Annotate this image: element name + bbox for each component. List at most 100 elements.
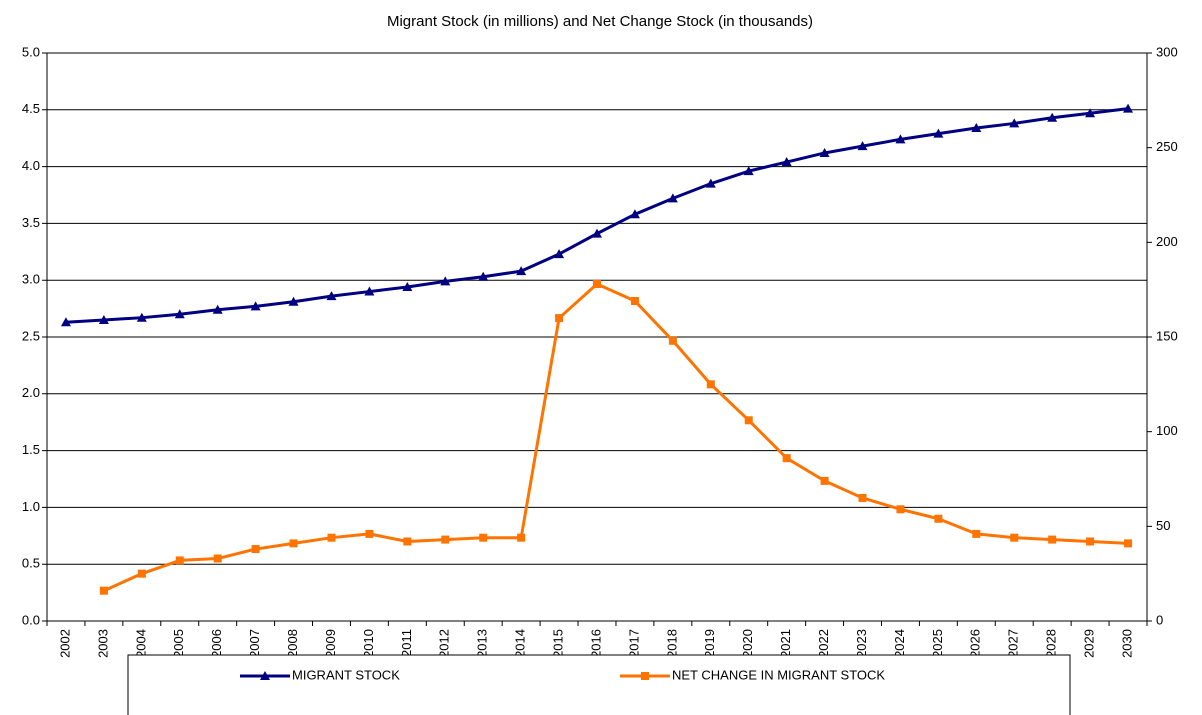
x-tick-label: 2015 <box>551 629 566 658</box>
x-tick-label: 2005 <box>171 629 186 658</box>
marker <box>781 157 792 167</box>
marker <box>517 533 526 542</box>
marker <box>706 380 715 389</box>
marker <box>99 586 108 595</box>
marker <box>820 476 829 485</box>
marker <box>326 291 337 301</box>
x-tick-label: 2021 <box>778 629 793 658</box>
x-tick-label: 2023 <box>854 629 869 658</box>
y-tick-label: 4.0 <box>22 158 40 173</box>
marker <box>743 166 754 176</box>
x-tick-label: 2012 <box>437 629 452 658</box>
marker <box>403 537 412 546</box>
marker <box>364 286 375 296</box>
series-line <box>65 107 1129 324</box>
marker <box>174 309 185 319</box>
x-tick-label: 2009 <box>323 629 338 658</box>
x-tick-label: 2008 <box>285 629 300 658</box>
marker <box>630 297 639 306</box>
x-tick-label: 2014 <box>513 629 528 658</box>
marker <box>593 279 601 288</box>
marker <box>641 672 649 680</box>
x-tick-label: 2026 <box>968 629 983 658</box>
x-tick-label: 2013 <box>475 629 490 658</box>
marker <box>251 545 260 554</box>
x-tick-label: 2020 <box>740 629 755 658</box>
marker <box>857 141 868 151</box>
x-tick-label: 2002 <box>57 629 72 658</box>
marker <box>667 193 678 203</box>
marker <box>60 317 71 327</box>
y-tick-label: 1.0 <box>22 499 40 514</box>
y-tick-label: 1.5 <box>22 442 40 457</box>
marker <box>744 416 753 425</box>
legend-label: MIGRANT STOCK <box>292 667 400 682</box>
marker <box>933 128 944 138</box>
x-tick-label: 2028 <box>1044 629 1059 658</box>
marker <box>1010 533 1019 542</box>
x-tick-label: 2027 <box>1006 629 1021 658</box>
x-tick-label: 2016 <box>588 629 603 658</box>
marker <box>896 505 905 514</box>
x-tick-label: 2019 <box>702 629 717 658</box>
series-line <box>103 282 1129 593</box>
marker <box>478 271 489 281</box>
marker <box>260 671 270 680</box>
x-tick-label: 2006 <box>209 629 224 658</box>
x-tick-label: 2017 <box>626 629 641 658</box>
marker <box>250 301 261 311</box>
x-tick-label: 2022 <box>816 629 831 658</box>
y-tick-label: 5.0 <box>22 44 40 59</box>
marker <box>289 539 298 548</box>
marker <box>971 122 982 132</box>
y-tick-label: 0.0 <box>22 612 40 627</box>
y2-tick-label: 150 <box>1156 328 1178 343</box>
marker <box>441 535 450 544</box>
marker <box>629 209 640 219</box>
y2-tick-label: 250 <box>1156 139 1178 154</box>
marker <box>705 178 716 188</box>
legend-box <box>127 654 1071 715</box>
marker <box>212 304 223 314</box>
marker <box>895 134 906 144</box>
marker <box>1086 537 1095 546</box>
marker <box>1048 535 1057 544</box>
y2-tick-label: 50 <box>1156 518 1170 533</box>
marker <box>782 454 791 463</box>
x-tick-label: 2030 <box>1119 629 1134 658</box>
chart-title: Migrant Stock (in millions) and Net Chan… <box>387 13 813 30</box>
y-tick-label: 3.5 <box>22 215 40 230</box>
marker <box>98 314 109 324</box>
y-tick-label: 4.5 <box>22 101 40 116</box>
marker <box>402 282 413 292</box>
marker <box>1085 108 1096 118</box>
marker <box>1124 539 1133 548</box>
marker <box>668 336 677 345</box>
x-tick-label: 2018 <box>664 629 679 658</box>
y2-tick-label: 100 <box>1156 423 1178 438</box>
x-tick-label: 2010 <box>361 629 376 658</box>
marker <box>440 276 451 286</box>
legend-label: NET CHANGE IN MIGRANT STOCK <box>672 667 885 682</box>
y-tick-label: 2.0 <box>22 385 40 400</box>
y2-tick-label: 300 <box>1156 44 1178 59</box>
marker <box>136 312 147 322</box>
y-tick-label: 3.0 <box>22 272 40 287</box>
marker <box>327 533 336 542</box>
x-tick-label: 2007 <box>247 629 262 658</box>
marker <box>972 529 981 538</box>
x-tick-label: 2004 <box>133 629 148 658</box>
x-tick-label: 2011 <box>399 629 414 657</box>
marker <box>516 266 527 276</box>
x-tick-label: 2029 <box>1082 629 1097 658</box>
y-tick-label: 2.5 <box>22 328 40 343</box>
marker <box>365 529 374 538</box>
marker <box>554 249 565 259</box>
marker <box>592 228 602 238</box>
y-tick-label: 0.5 <box>22 556 40 571</box>
marker <box>1123 103 1134 113</box>
x-tick-label: 2025 <box>930 629 945 658</box>
marker <box>934 514 943 523</box>
marker <box>1009 118 1020 128</box>
